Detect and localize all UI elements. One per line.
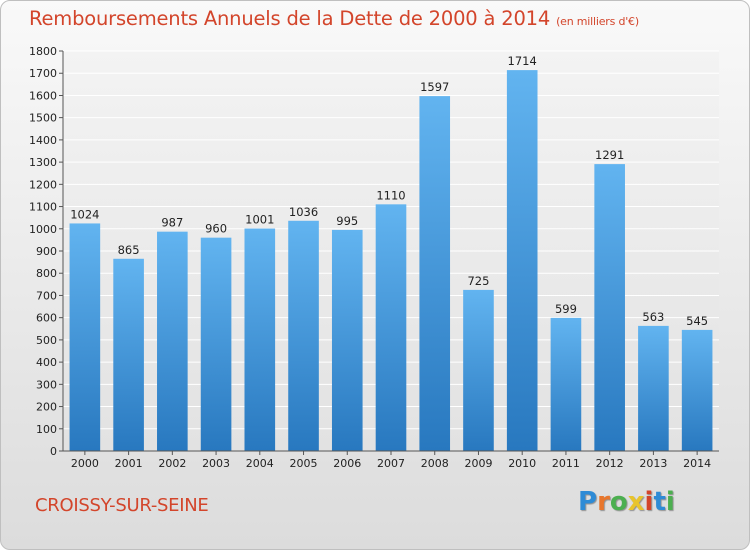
data-label: 987: [161, 216, 183, 230]
bar: [244, 228, 276, 451]
x-tick-label: 2006: [333, 457, 361, 470]
data-label: 1001: [245, 213, 274, 227]
data-label: 1597: [420, 80, 449, 94]
logo-letter: P: [578, 487, 598, 517]
x-tick-label: 2005: [290, 457, 318, 470]
bar: [463, 289, 494, 451]
chart-title: Remboursements Annuels de la Dette de 20…: [29, 7, 639, 30]
y-tick-label: 500: [36, 334, 57, 347]
x-tick-label: 2013: [639, 457, 667, 470]
chart-title-text: Remboursements Annuels de la Dette de 20…: [29, 7, 551, 30]
bar: [157, 231, 188, 451]
y-tick-label: 800: [36, 267, 57, 280]
bar: [69, 223, 101, 451]
bar: [375, 204, 407, 451]
x-tick-label: 2012: [596, 457, 624, 470]
bar: [594, 164, 625, 451]
x-tick-label: 2002: [158, 457, 186, 470]
data-label: 725: [467, 274, 489, 288]
bar: [113, 258, 144, 451]
x-tick-label: 2007: [377, 457, 405, 470]
city-name: CROISSY-SUR-SEINE: [35, 495, 209, 516]
y-tick-label: 1500: [29, 112, 57, 125]
data-label: 960: [205, 222, 227, 236]
bar: [550, 317, 582, 451]
bar: [419, 96, 451, 451]
x-tick-label: 2003: [202, 457, 230, 470]
x-tick-label: 2004: [246, 457, 274, 470]
bar: [331, 229, 363, 451]
data-label: 1714: [508, 54, 537, 68]
data-label: 545: [686, 314, 708, 328]
x-tick-label: 2001: [115, 457, 143, 470]
data-label: 1036: [289, 205, 318, 219]
y-tick-label: 1000: [29, 223, 57, 236]
x-tick-label: 2000: [71, 457, 99, 470]
data-label: 865: [118, 243, 140, 257]
x-tick-label: 2010: [508, 457, 536, 470]
bar: [506, 70, 538, 451]
y-tick-label: 200: [36, 401, 57, 414]
y-tick-label: 1400: [29, 134, 57, 147]
proxiti-logo: Proxiti: [578, 487, 675, 517]
y-tick-label: 1600: [29, 89, 57, 102]
logo-letter: r: [597, 487, 610, 517]
y-tick-label: 600: [36, 312, 57, 325]
x-tick-label: 2009: [464, 457, 492, 470]
x-tick-label: 2008: [421, 457, 449, 470]
y-tick-label: 1100: [29, 201, 57, 214]
y-tick-label: 900: [36, 245, 57, 258]
data-label: 599: [555, 302, 577, 316]
y-tick-label: 1800: [29, 45, 57, 58]
bar: [638, 325, 669, 451]
x-tick-label: 2014: [683, 457, 711, 470]
logo-letter: t: [653, 487, 666, 517]
y-tick-label: 400: [36, 356, 57, 369]
data-label: 1110: [376, 188, 405, 202]
data-label: 1291: [595, 148, 624, 162]
logo-letter: i: [644, 487, 654, 517]
x-tick-label: 2011: [552, 457, 580, 470]
y-tick-label: 1300: [29, 156, 57, 169]
y-tick-label: 1700: [29, 67, 57, 80]
y-tick-label: 700: [36, 289, 57, 302]
logo-letter: i: [665, 487, 675, 517]
y-tick-label: 0: [50, 445, 57, 458]
bar: [288, 220, 319, 451]
data-label: 995: [336, 214, 358, 228]
logo-letter: x: [627, 487, 645, 517]
data-label: 1024: [70, 207, 99, 221]
y-tick-label: 300: [36, 378, 57, 391]
y-tick-label: 1200: [29, 178, 57, 191]
logo-letter: o: [609, 487, 628, 517]
chart-subtitle: (en milliers d'€): [556, 15, 639, 28]
data-label: 563: [642, 310, 664, 324]
bar: [681, 329, 713, 451]
y-tick-label: 100: [36, 423, 57, 436]
bar: [200, 237, 232, 451]
